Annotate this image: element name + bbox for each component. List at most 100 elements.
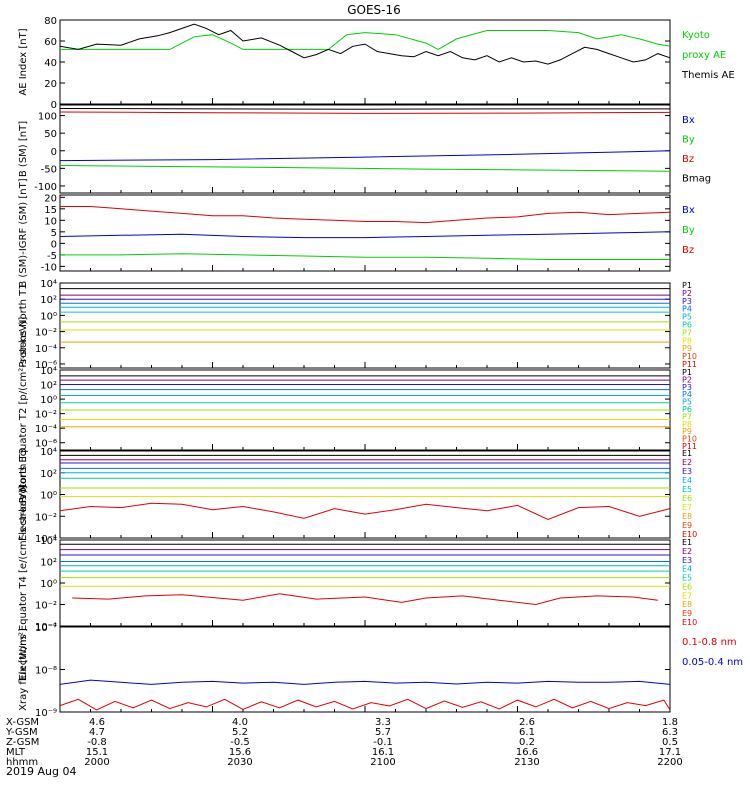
y-tick-label: 10⁻⁴ — [35, 424, 57, 435]
series-line — [60, 30, 671, 50]
y-tick-label: 50 — [44, 129, 57, 140]
y-tick-label: 10⁴ — [40, 447, 57, 458]
y-tick-label: 10⁻² — [35, 328, 57, 339]
legend-label: E3 — [682, 556, 692, 565]
footer-value: 4.0 — [232, 717, 248, 728]
footer-value: -0.1 — [373, 737, 393, 748]
footer-value: 15.1 — [86, 747, 108, 758]
y-tick-label: 10⁰ — [40, 579, 57, 590]
legend-label: P2 — [682, 375, 692, 384]
legend-label: proxy AE — [682, 50, 726, 61]
legend-label: E4 — [682, 565, 692, 574]
y-tick-label: 10² — [40, 295, 57, 306]
y-tick-label: -100 — [34, 182, 57, 193]
footer-value: 16.1 — [372, 747, 394, 758]
y-tick-label: 15 — [44, 205, 57, 216]
legend-label: E6 — [682, 494, 692, 503]
footer-row-label: hhmm — [6, 757, 38, 768]
footer-value: 6.1 — [519, 727, 535, 738]
y-tick-label: 10⁻⁶ — [35, 360, 57, 371]
y-tick-label: 10⁴ — [40, 536, 57, 547]
footer-value: 15.6 — [229, 747, 251, 758]
date-label: 2019 Aug 04 — [6, 765, 76, 778]
y-tick-label: -50 — [41, 164, 57, 175]
legend-label: P7 — [682, 328, 692, 337]
panel-frame — [59, 539, 671, 627]
y-tick-label: 80 — [44, 16, 57, 27]
legend-label: P10 — [682, 435, 697, 444]
y-tick-label: 10⁰ — [40, 311, 57, 322]
y-tick-label: 10 — [44, 216, 57, 227]
panel-frame — [59, 626, 671, 713]
legend-label: Bmag — [682, 174, 711, 185]
footer-value: 4.6 — [89, 717, 105, 728]
y-tick-label: 10⁴ — [40, 279, 57, 290]
legend-label: P10 — [682, 352, 697, 361]
legend-label: P11 — [682, 360, 697, 369]
legend-label: P3 — [682, 383, 692, 392]
y-tick-label: 10⁻² — [35, 512, 57, 523]
series-line — [59, 108, 670, 110]
footer-value: 2.6 — [519, 717, 535, 728]
legend-label: P11 — [682, 442, 697, 451]
footer-value: -0.8 — [87, 737, 107, 748]
series-line — [59, 698, 671, 711]
series-line — [59, 23, 671, 65]
chart-panels: 0 20 40 60 80 AE Index [nT] Kyoto proxy AE Themi… — [18, 16, 743, 719]
footer-row-label: Y-GSM — [5, 727, 38, 738]
legend-label: E8 — [682, 512, 692, 521]
panel-frame — [59, 450, 671, 539]
legend-label: E1 — [682, 449, 692, 458]
legend-label: E4 — [682, 476, 692, 485]
legend-label: By — [682, 135, 695, 146]
footer-value: 5.7 — [375, 727, 391, 738]
y-tick-label: 40 — [44, 58, 57, 69]
legend-label: P6 — [682, 321, 692, 330]
legend-label: E6 — [682, 582, 692, 591]
series-line — [59, 165, 671, 172]
y-tick-label: 5 — [51, 228, 57, 239]
y-axis-label: B (SM) [nT] — [18, 121, 29, 177]
y-tick-label: 0 — [51, 100, 57, 111]
y-axis-label: B (SM)-IGRF (SM) [nT] — [18, 178, 29, 287]
footer-value: 2030 — [227, 757, 252, 768]
legend-label: P1 — [682, 368, 692, 377]
legend-label: Bx — [682, 205, 695, 216]
y-tick-label: -5 — [47, 251, 57, 262]
y-axis-label: Electrons North T3 — [18, 448, 29, 541]
series-line — [59, 231, 671, 239]
legend-label: Kyoto — [682, 30, 710, 41]
panel-frame — [59, 282, 671, 369]
legend-label: E9 — [682, 521, 692, 530]
panel-frame — [59, 104, 671, 194]
panel-ee: 10⁴ 10² 10⁰ 10⁻² 10⁻⁴ Electrons Equator T4 [e… — [18, 485, 697, 680]
legend-label: Bz — [682, 245, 694, 256]
footer-value: 6.3 — [662, 727, 678, 738]
y-tick-label: 10⁻² — [35, 410, 57, 421]
y-tick-label: 10⁴ — [40, 366, 57, 377]
legend-label: E7 — [682, 503, 692, 512]
y-tick-label: 10⁻⁹ — [35, 708, 57, 719]
legend-label: E3 — [682, 467, 692, 476]
legend-label: P9 — [682, 427, 692, 436]
legend-label: E2 — [682, 547, 692, 556]
legend-label: E10 — [682, 530, 697, 539]
footer-value: 2000 — [84, 757, 109, 768]
footer-value: 5.2 — [232, 727, 248, 738]
y-tick-label: -10 — [41, 262, 57, 273]
footer-value: 0.2 — [519, 737, 535, 748]
y-tick-label: 10⁻⁴ — [35, 622, 57, 633]
y-tick-label: 10⁻⁴ — [35, 344, 57, 355]
footer-value: 17.1 — [659, 747, 681, 758]
series-line — [59, 111, 671, 114]
legend-label: E5 — [682, 574, 692, 583]
footer-value: 2100 — [370, 757, 395, 768]
y-axis-label: Electrons Equator T4 [e/(cm²-s-sr-keV)] — [18, 485, 29, 680]
legend-label: P6 — [682, 405, 692, 414]
legend-label: P4 — [682, 305, 692, 314]
y-tick-label: 10⁰ — [40, 491, 57, 502]
